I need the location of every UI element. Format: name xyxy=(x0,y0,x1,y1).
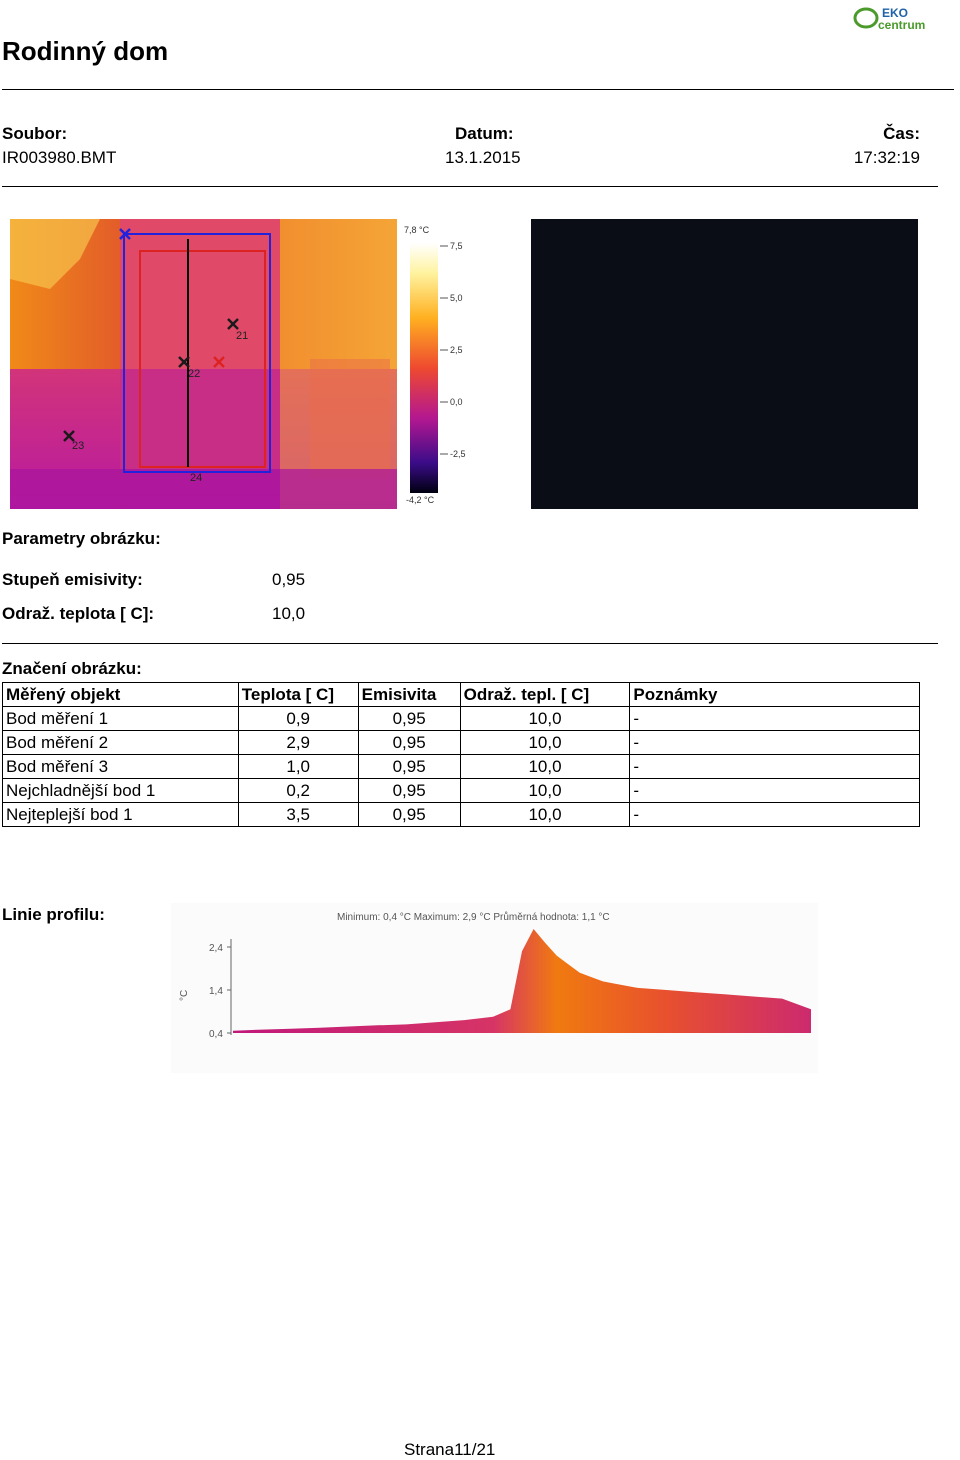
table-row: Bod měření 3 1,0 0,95 10,0 - xyxy=(2,754,920,779)
markings-heading: Značení obrázku: xyxy=(2,659,142,678)
cell-notes: - xyxy=(629,778,920,803)
table-row: Bod měření 1 0,9 0,95 10,0 - xyxy=(2,706,920,731)
profile-y-tick-label: 1,4 xyxy=(209,986,223,997)
scale-max-label: 7,8 °C xyxy=(404,225,430,235)
logo-text-top: EKO xyxy=(882,6,908,20)
cell-emissivity: 0,95 xyxy=(357,802,461,827)
cell-temperature: 3,5 xyxy=(237,802,359,827)
marker-label: 21 xyxy=(236,330,248,342)
scale-tick: 2,5 xyxy=(450,345,463,355)
time-value: 17:32:19 xyxy=(853,148,920,167)
cell-temperature: 2,9 xyxy=(237,730,359,755)
visual-photo xyxy=(531,219,918,509)
cell-emissivity: 0,95 xyxy=(357,706,461,731)
cell-object: Nejteplejší bod 1 xyxy=(2,802,239,827)
scale-tick: -2,5 xyxy=(450,449,466,459)
profile-y-tick-label: 2,4 xyxy=(209,943,223,954)
col-header-temperature: Teplota [ C] xyxy=(237,682,359,707)
profile-y-tick-label: 0,4 xyxy=(209,1029,223,1040)
info-divider xyxy=(2,186,938,187)
cell-object: Nejchladnější bod 1 xyxy=(2,778,239,803)
emissivity-value: 0,95 xyxy=(272,570,306,589)
cell-reflected: 10,0 xyxy=(459,778,631,803)
header-divider xyxy=(2,89,954,90)
cell-reflected: 10,0 xyxy=(459,802,631,827)
marker-label: 24 xyxy=(190,472,202,484)
profile-summary: Minimum: 0,4 °C Maximum: 2,9 °C Průměrná… xyxy=(337,911,610,923)
cell-reflected: 10,0 xyxy=(459,754,631,779)
scale-tick: 5,0 xyxy=(450,293,463,303)
emissivity-label: Stupeň emisivity: xyxy=(2,570,143,589)
col-header-object: Měřený objekt xyxy=(2,682,239,707)
logo-text-bottom: centrum xyxy=(878,18,925,32)
col-header-emissivity: Emisivita xyxy=(357,682,461,707)
cell-notes: - xyxy=(629,802,920,827)
cell-notes: - xyxy=(629,754,920,779)
file-value: IR003980.BMT xyxy=(2,148,117,167)
table-row: Nejteplejší bod 1 3,5 0,95 10,0 - xyxy=(2,802,920,827)
cell-temperature: 0,9 xyxy=(237,706,359,731)
scale-min-label: -4,2 °C xyxy=(406,495,435,505)
cell-object: Bod měření 1 xyxy=(2,706,239,731)
cell-object: Bod měření 2 xyxy=(2,730,239,755)
profile-area xyxy=(233,929,811,1033)
cell-emissivity: 0,95 xyxy=(357,778,461,803)
profile-chart: Minimum: 0,4 °C Maximum: 2,9 °C Průměrná… xyxy=(171,903,818,1073)
cell-notes: - xyxy=(629,730,920,755)
thermal-image: 21 22 23 24 xyxy=(10,219,397,509)
cell-object: Bod měření 3 xyxy=(2,754,239,779)
cell-emissivity: 0,95 xyxy=(357,730,461,755)
params-divider xyxy=(2,643,938,644)
date-value: 13.1.2015 xyxy=(445,148,521,167)
table-row: Bod měření 2 2,9 0,95 10,0 - xyxy=(2,730,920,755)
marker-label: 23 xyxy=(72,440,84,452)
cell-temperature: 1,0 xyxy=(237,754,359,779)
cell-reflected: 10,0 xyxy=(459,730,631,755)
scale-tick: 0,0 xyxy=(450,397,463,407)
temperature-scale: 7,8 °C -4,2 °C 7,5 5,0 2,5 0,0 -2,5 xyxy=(398,219,478,509)
image-params-heading: Parametry obrázku: xyxy=(2,529,161,548)
reflected-temp-value: 10,0 xyxy=(272,604,306,623)
table-row: Nejchladnější bod 1 0,2 0,95 10,0 - xyxy=(2,778,920,803)
profile-heading: Linie profilu: xyxy=(2,905,105,924)
page-title: Rodinný dom xyxy=(2,36,169,66)
scale-tick: 7,5 xyxy=(450,241,463,251)
cell-notes: - xyxy=(629,706,920,731)
time-label: Čas: xyxy=(883,124,920,143)
marker-label: 22 xyxy=(188,368,200,380)
cell-emissivity: 0,95 xyxy=(357,754,461,779)
reflected-temp-label: Odraž. teplota [ C]: xyxy=(2,604,155,623)
logo-swoosh-icon xyxy=(853,7,879,29)
markings-table: Měřený objekt Teplota [ C] Emisivita Odr… xyxy=(2,682,920,827)
col-header-notes: Poznámky xyxy=(629,682,920,707)
cell-reflected: 10,0 xyxy=(459,706,631,731)
cell-temperature: 0,2 xyxy=(237,778,359,803)
file-label: Soubor: xyxy=(2,124,68,143)
table-header-row: Měřený objekt Teplota [ C] Emisivita Odr… xyxy=(2,682,920,707)
profile-y-unit: °C xyxy=(179,990,190,1001)
page-number: Strana11/21 xyxy=(404,1440,496,1459)
col-header-reflected: Odraž. tepl. [ C] xyxy=(459,682,631,707)
date-label: Datum: xyxy=(455,124,514,143)
eko-centrum-logo: EKO centrum xyxy=(852,4,956,32)
